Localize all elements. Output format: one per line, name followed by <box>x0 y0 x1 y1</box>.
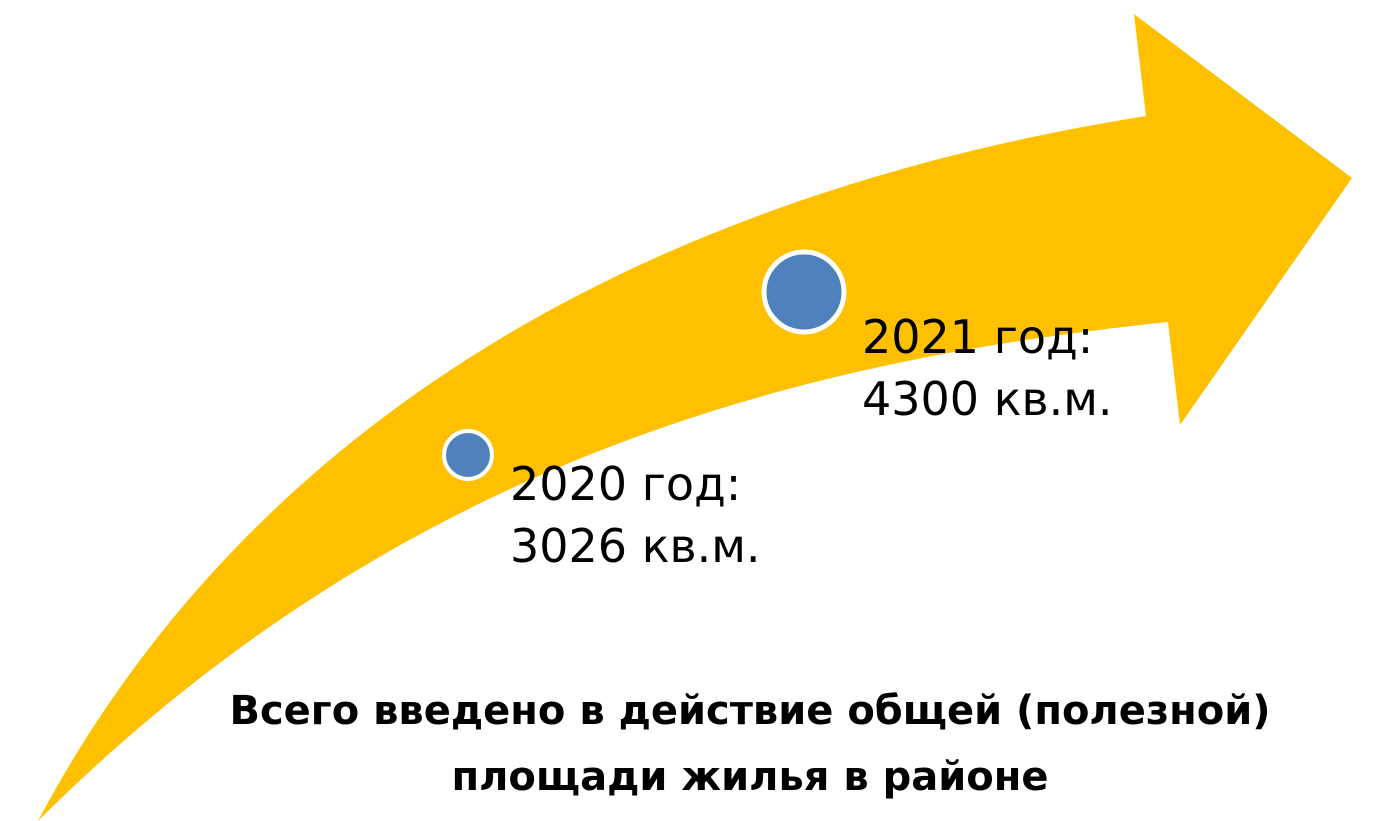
milestone-dot-2020 <box>442 429 494 481</box>
diagram-caption: Всего введено в действие общей (полезной… <box>120 678 1376 810</box>
caption-line-1: Всего введено в действие общей (полезной… <box>229 688 1271 734</box>
curved-arrow-shape <box>38 14 1352 821</box>
caption-line-2: площади жилья в районе <box>451 754 1049 800</box>
milestone-2021-year: 2021 год: <box>862 310 1094 364</box>
milestone-2021-label: 2021 год: 4300 кв.м. <box>862 306 1113 430</box>
milestone-2021-value: 4300 кв.м. <box>862 372 1113 426</box>
milestone-2020-value: 3026 кв.м. <box>510 519 761 573</box>
milestone-2020-year: 2020 год: <box>510 457 742 511</box>
milestone-2020-label: 2020 год: 3026 кв.м. <box>510 453 761 577</box>
milestone-dot-2021 <box>761 249 847 335</box>
